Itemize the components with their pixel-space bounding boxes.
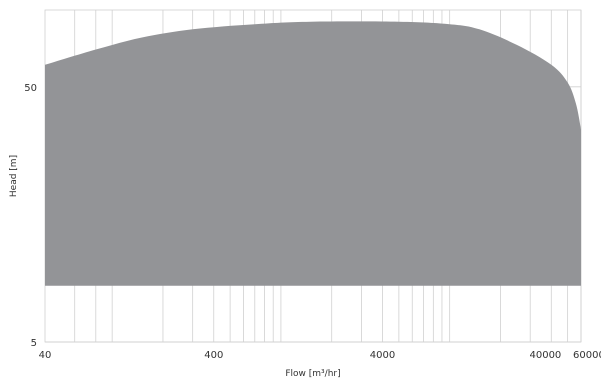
y-tick-labels: 5 50: [24, 83, 37, 349]
y-tick-label: 50: [24, 83, 37, 94]
x-tick-label: 400: [204, 350, 223, 361]
y-axis-label: Head [m]: [9, 155, 19, 197]
x-tick-label: 40000: [529, 350, 561, 361]
operating-range-area: [45, 21, 581, 286]
x-tick-labels: 40 400 4000 40000 60000: [39, 350, 601, 361]
x-tick-label: 60000: [573, 350, 601, 361]
x-tick-label: 4000: [370, 350, 395, 361]
x-tick-label: 40: [39, 350, 52, 361]
x-axis-label: Flow [m³/hr]: [285, 369, 340, 379]
y-tick-label: 5: [31, 338, 37, 349]
